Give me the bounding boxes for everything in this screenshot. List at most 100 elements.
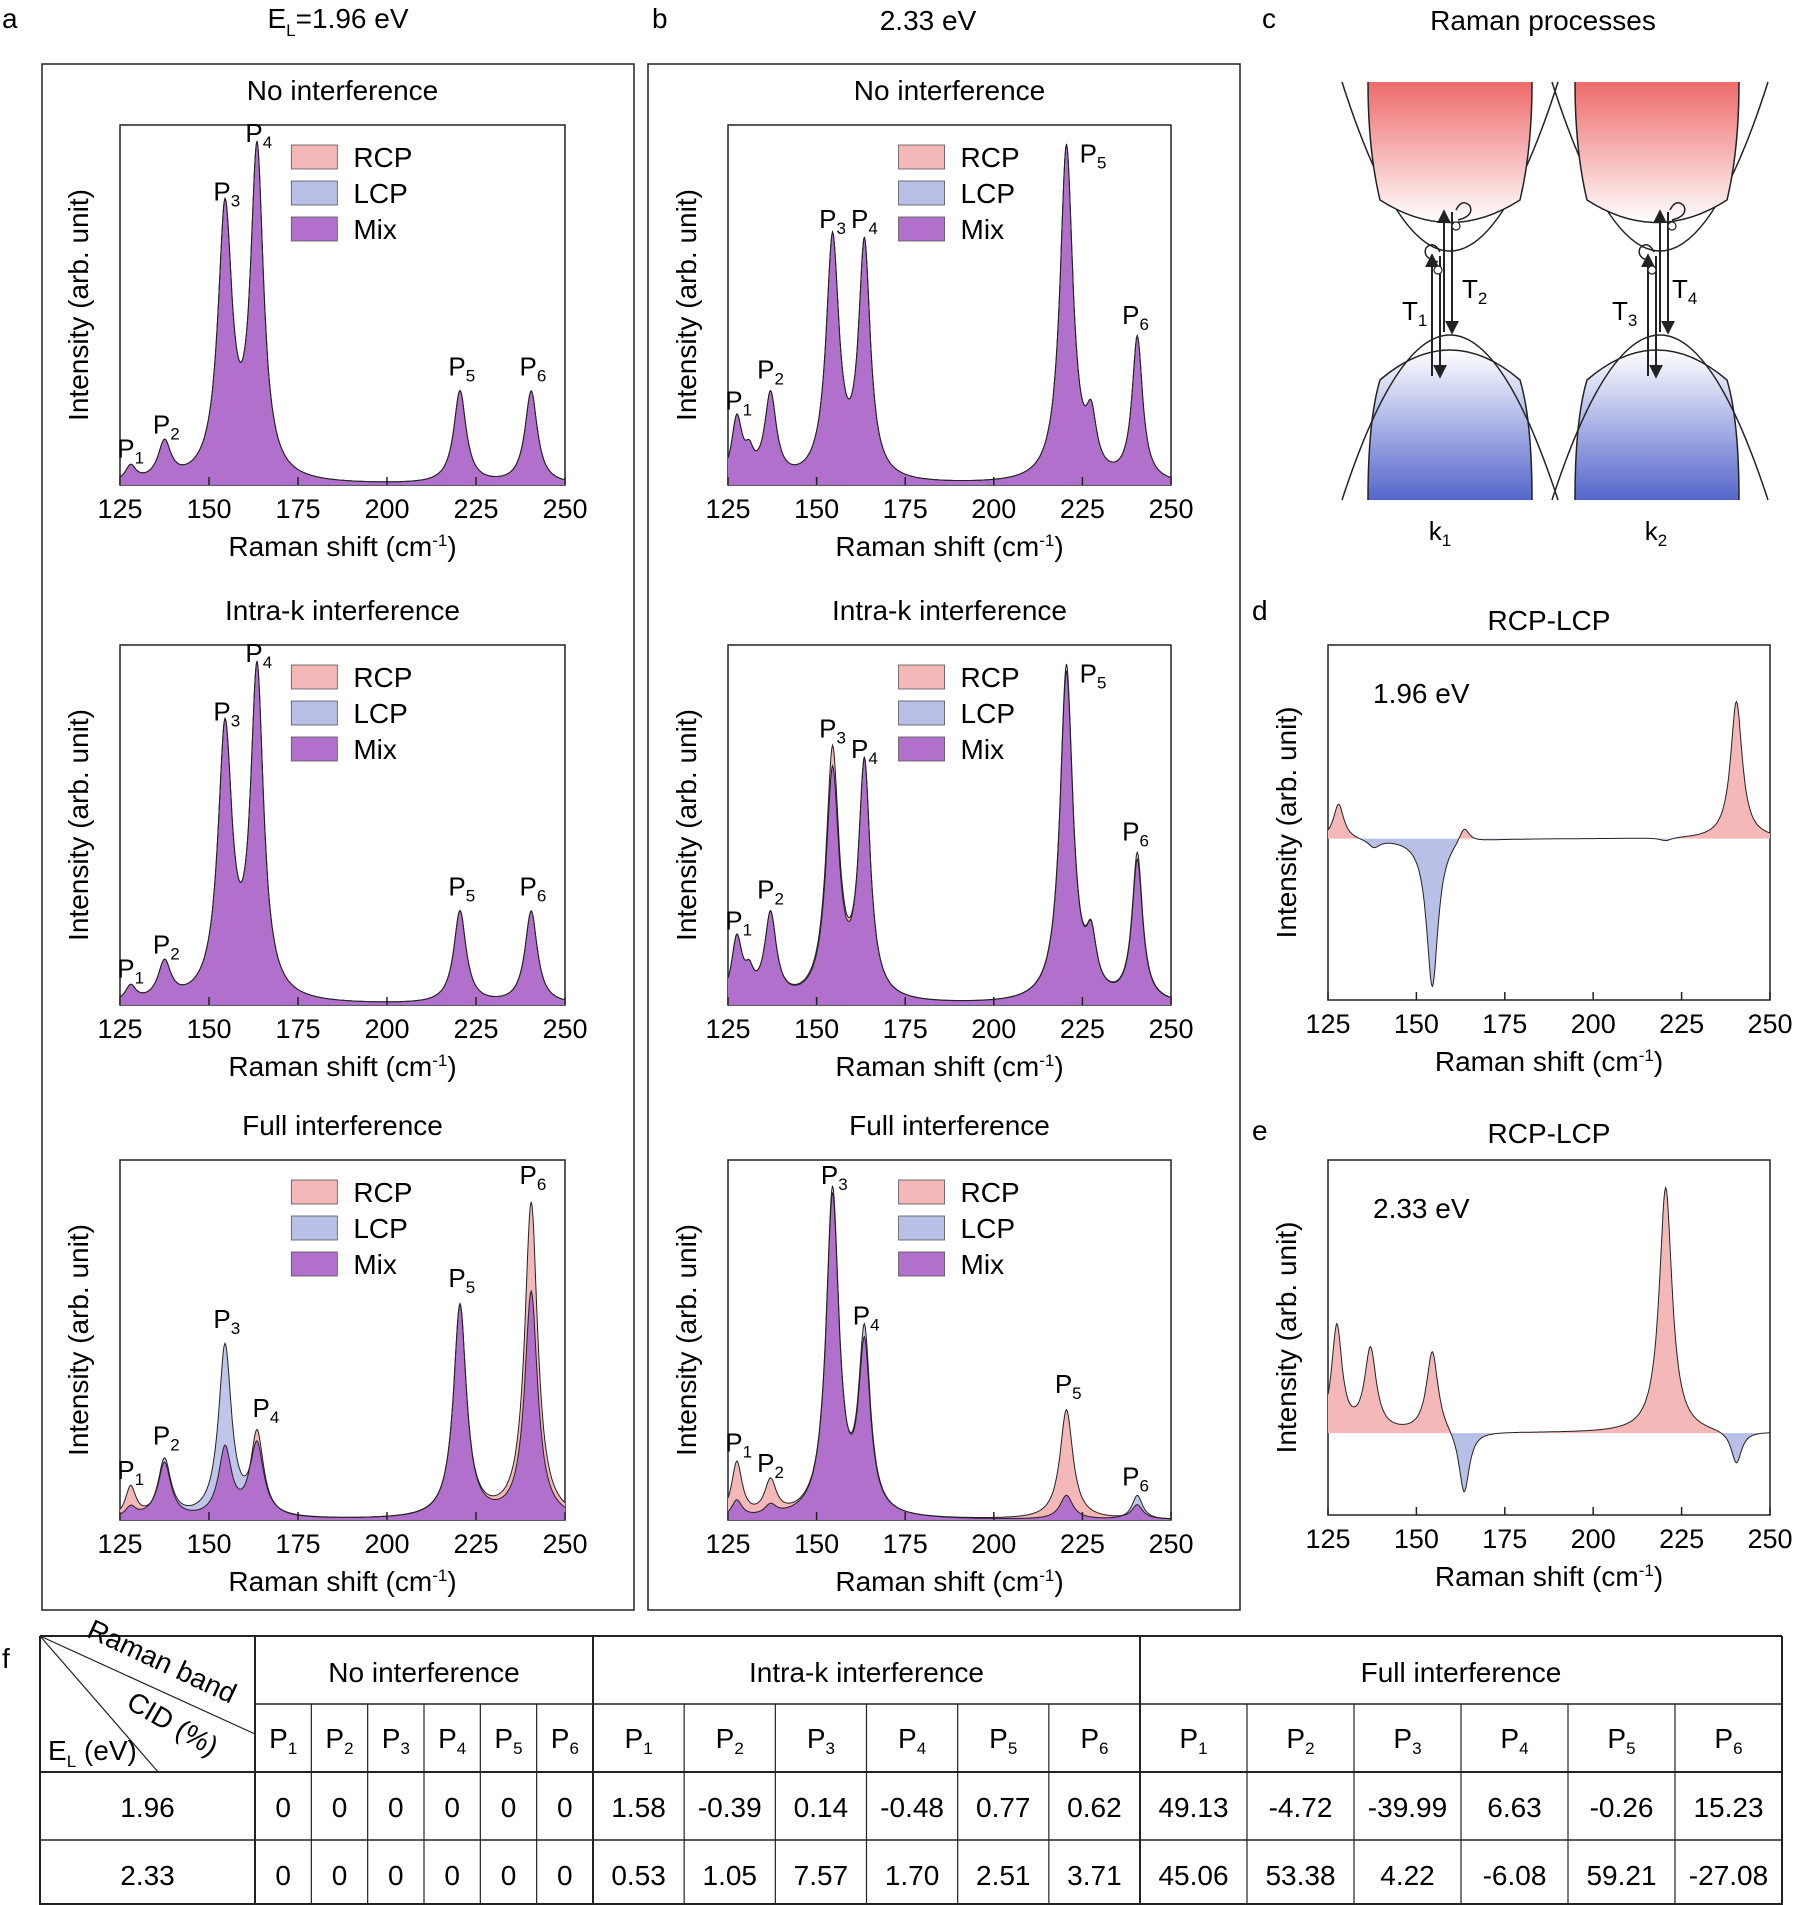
x-tick-label: 250	[542, 494, 587, 524]
legend-swatch-rcp	[290, 664, 338, 690]
panel-label-d: d	[1252, 595, 1268, 626]
x-tick-label: 250	[542, 1529, 587, 1559]
lcp-area	[120, 1291, 565, 1520]
legend-label-mix: Mix	[353, 734, 397, 765]
lcp-negative-area	[1328, 1433, 1770, 1492]
difference-line	[1327, 1185, 1770, 1493]
plot-frame	[119, 1159, 566, 1521]
x-tick-label: 200	[971, 494, 1016, 524]
table-cell: -4.72	[1269, 1792, 1333, 1823]
label-k2: k2	[1645, 516, 1667, 550]
panel-a-frame	[41, 63, 635, 1611]
table-cell: 0	[388, 1792, 404, 1823]
band-header: P6	[1080, 1723, 1108, 1758]
x-tick-label: 200	[971, 1014, 1016, 1044]
x-axis-label: Raman shift (cm-1)	[835, 1051, 1063, 1082]
state-dot-k1b	[1451, 221, 1461, 231]
rcp-line	[727, 143, 1172, 482]
peak-label: P1	[725, 1427, 752, 1461]
band-header: P4	[1500, 1723, 1528, 1758]
panel-b-frame	[647, 63, 1241, 1611]
rcp-positive-area	[1328, 701, 1770, 839]
peak-label: P6	[1122, 816, 1149, 850]
plot-frame	[119, 644, 566, 1006]
table-cell: -27.08	[1689, 1860, 1768, 1891]
legend-swatch-lcp	[290, 180, 338, 206]
table-cell: 0.77	[976, 1792, 1031, 1823]
y-axis-label: Intensity (arb. unit)	[63, 189, 94, 421]
x-tick-label: 125	[1305, 1524, 1350, 1554]
rcp-line	[119, 140, 566, 483]
band-header: P1	[1179, 1723, 1207, 1758]
table-cell: 4.22	[1380, 1860, 1435, 1891]
x-tick-label: 150	[186, 1529, 231, 1559]
table-cell: -0.39	[698, 1792, 762, 1823]
lcp-area	[120, 661, 565, 1005]
x-tick-label: 250	[1747, 1009, 1792, 1039]
row-el-value: 1.96	[120, 1792, 175, 1823]
peak-label: P2	[757, 355, 784, 389]
row-el-value: 2.33	[120, 1860, 175, 1891]
lcp-line	[119, 660, 566, 1003]
peak-label: P3	[213, 176, 240, 210]
peak-label: P1	[725, 386, 752, 420]
column-title-b: 2.33 eV	[880, 5, 977, 36]
chart-title: No interference	[247, 75, 438, 106]
legend-label-lcp: LCP	[353, 178, 407, 209]
y-axis-label: Intensity (arb. unit)	[1271, 1222, 1302, 1454]
phonon-loop-k2a	[1638, 244, 1655, 263]
panel-label-f: f	[2, 1643, 10, 1674]
band-header: P4	[898, 1723, 926, 1758]
y-axis-label: Intensity (arb. unit)	[671, 189, 702, 421]
x-tick-label: 225	[1060, 1014, 1105, 1044]
y-axis-label: Intensity (arb. unit)	[671, 709, 702, 941]
group-no-interference: No interference	[328, 1657, 519, 1688]
x-tick-label: 250	[1747, 1524, 1792, 1554]
x-tick-label: 125	[705, 1529, 750, 1559]
lcp-line	[727, 1192, 1172, 1520]
legend-label-mix: Mix	[961, 1249, 1005, 1280]
table-cell: 0.14	[794, 1792, 849, 1823]
legend-label-lcp: LCP	[353, 1213, 407, 1244]
legend-swatch-mix	[290, 216, 338, 242]
peak-label: P6	[1122, 300, 1149, 334]
table-cell: 0	[501, 1792, 517, 1823]
state-dot-k2b	[1667, 221, 1677, 231]
table-cell: -39.99	[1368, 1792, 1447, 1823]
peak-label: P4	[851, 204, 878, 238]
table-cell: 3.71	[1067, 1860, 1122, 1891]
rcp-line	[119, 1201, 566, 1518]
x-tick-label: 200	[1571, 1524, 1616, 1554]
phonon-loop-k2b	[1669, 202, 1686, 221]
legend-swatch-lcp	[290, 700, 338, 726]
table-cell: -0.48	[880, 1792, 944, 1823]
mix-area	[728, 670, 1171, 1005]
x-tick-label: 175	[275, 1014, 320, 1044]
phonon-loop-k1a	[1424, 244, 1441, 263]
corner-diagonal-1	[39, 1635, 256, 1735]
x-tick-label: 225	[453, 1014, 498, 1044]
y-axis-label: Intensity (arb. unit)	[63, 1224, 94, 1456]
table-cell: 7.57	[794, 1860, 849, 1891]
legend-label-lcp: LCP	[961, 178, 1015, 209]
x-tick-label: 125	[97, 1529, 142, 1559]
mix-area	[120, 1291, 565, 1520]
peak-label: P6	[520, 351, 547, 385]
state-dot-k2a	[1647, 265, 1657, 275]
legend-label-mix: Mix	[961, 214, 1005, 245]
x-axis-label: Raman shift (cm-1)	[835, 531, 1063, 562]
legend-swatch-mix	[898, 216, 945, 242]
legend-swatch-rcp	[290, 1179, 338, 1205]
plot-frame	[1327, 644, 1771, 1001]
band-header: P2	[1286, 1723, 1314, 1758]
band-header: P3	[807, 1723, 835, 1758]
lcp-line	[119, 140, 566, 483]
corner-diagonal-2	[39, 1635, 159, 1773]
table-cell: 0.62	[1067, 1792, 1122, 1823]
peak-label: P4	[245, 118, 272, 152]
x-tick-label: 200	[971, 1529, 1016, 1559]
mix-area	[728, 144, 1171, 485]
legend-swatch-rcp	[898, 1179, 945, 1205]
